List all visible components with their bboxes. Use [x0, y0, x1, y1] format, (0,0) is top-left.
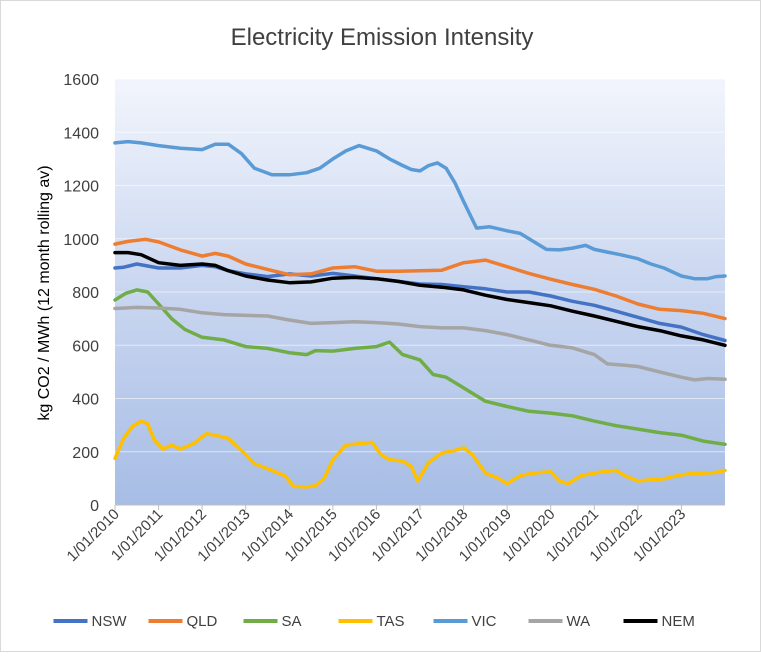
- legend-label-sa: SA: [282, 613, 302, 630]
- series-line-qld: [113, 237, 727, 321]
- y-tick-label: 400: [72, 392, 99, 409]
- y-tick-label: 1600: [63, 72, 99, 89]
- y-tick-label: 1400: [63, 125, 99, 142]
- y-tick-labels: 0 200 400 600 800 1000 1200 1400 1600: [63, 72, 99, 515]
- y-tick-label: 800: [72, 285, 99, 302]
- legend-label-vic: VIC: [472, 613, 497, 630]
- y-tick-label: 0: [90, 498, 99, 515]
- series-line-sa: [113, 288, 727, 447]
- y-axis-label: kg CO2 / MWh (12 month rolling av): [36, 165, 53, 420]
- legend-label-wa: WA: [567, 613, 591, 630]
- series-line-tas: [113, 419, 727, 489]
- legend-label-nsw: NSW: [92, 613, 128, 630]
- chart-title: Electricity Emission Intensity: [231, 24, 534, 51]
- y-tick-label: 600: [72, 338, 99, 355]
- legend-label-tas: TAS: [377, 613, 405, 630]
- legend: NSW QLD SA TAS VIC WA NEM: [53, 613, 695, 630]
- series-line-vic: [113, 139, 727, 281]
- series-line-wa: [113, 305, 727, 382]
- legend-label-qld: QLD: [187, 613, 218, 630]
- gridlines: [115, 78, 725, 506]
- y-tick-label: 1200: [63, 179, 99, 196]
- x-tick-labels: 1/01/20101/01/20111/01/20121/01/20131/01…: [64, 505, 689, 565]
- y-tick-label: 200: [72, 445, 99, 462]
- series-lines: [113, 139, 727, 489]
- y-tick-label: 1000: [63, 232, 99, 249]
- legend-label-nem: NEM: [662, 613, 695, 630]
- series-line-nem: [113, 250, 727, 348]
